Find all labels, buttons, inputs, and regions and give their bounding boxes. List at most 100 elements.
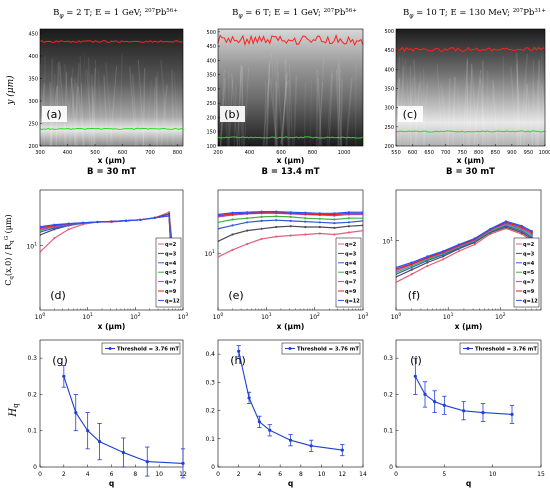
image-texture (86, 69, 93, 147)
image-texture (90, 59, 97, 147)
data-point (426, 255, 429, 258)
image-panel-c: Bφ = 10 T; E = 130 MeV; 207Pb31+ 550 600 65… (384, 8, 550, 177)
data-point (361, 217, 363, 220)
data-point (260, 237, 263, 240)
x-tick-label: 14 (359, 471, 367, 478)
data-point (86, 429, 90, 433)
y-tick-label: 300 (28, 99, 38, 105)
text-part: q (12, 403, 20, 408)
x-tick-label: 10 (489, 471, 497, 478)
image-texture (91, 74, 94, 147)
x-axis-label: x (μm) (277, 156, 305, 165)
y-tick-label: 101 (382, 237, 393, 246)
data-point (510, 412, 514, 416)
panel-letter: (b) (224, 108, 240, 121)
image-texture (489, 84, 494, 147)
image-texture (465, 84, 469, 147)
x-tick-label: 800 (474, 150, 484, 156)
data-point (530, 236, 533, 239)
text-part: Pb (523, 8, 535, 18)
data-point (218, 221, 220, 224)
image-texture (160, 84, 168, 147)
image-texture (436, 63, 444, 147)
panel-letter: (c) (403, 108, 418, 121)
data-point (246, 221, 249, 224)
green-edge-line (39, 127, 184, 131)
x-tick-label: 4 (86, 471, 90, 478)
data-point (246, 229, 249, 232)
text-part: 207 (324, 8, 335, 14)
data-point (247, 396, 251, 400)
letter-box (398, 106, 423, 122)
image-texture (79, 56, 84, 147)
data-point (442, 250, 445, 253)
legend-label: q=3 (345, 251, 357, 257)
x-tick-label: 101 (261, 312, 272, 321)
data-point (288, 438, 293, 442)
legend-label: q=3 (165, 251, 177, 257)
data-point (340, 448, 344, 452)
image-texture (277, 71, 284, 147)
x-tick-label: 10 (155, 471, 163, 478)
panel-frame (217, 28, 364, 147)
text-part: 56+ (166, 8, 178, 14)
image-texture (262, 80, 270, 147)
x-tick-label: 550 (391, 150, 401, 156)
image-texture (280, 81, 288, 147)
x-tick-label: 850 (491, 150, 501, 156)
legend-label: q=9 (345, 289, 357, 295)
image-texture (105, 62, 114, 147)
x-tick-label: 400 (63, 150, 73, 156)
x-tick-label: 12 (338, 471, 346, 478)
data-point (304, 220, 307, 223)
y-tick-label: 200 (384, 144, 394, 150)
data-point (275, 225, 278, 229)
image-texture (326, 70, 333, 147)
legend-label: Threshold = 3.76 mT (475, 347, 537, 353)
data-point (268, 428, 272, 432)
x-tick-label: 700 (441, 150, 451, 156)
image-texture (274, 58, 279, 147)
hurst-panel-i: 0 5 10 15 0 0.1 0.2 0.3 Threshold = 3.76 mT (i) q (383, 339, 545, 488)
text-part: 1 (269, 312, 272, 318)
image-texture (423, 68, 425, 147)
data-point (145, 460, 149, 464)
image-texture (50, 58, 54, 147)
y-tick-label: 450 (384, 48, 394, 54)
y-tick-label: 0.1 (27, 428, 37, 435)
image-texture (315, 70, 319, 147)
text-part: (x,0) / R (4, 243, 13, 276)
image-texture (43, 56, 46, 147)
x-tick-label: 650 (424, 150, 434, 156)
x-tick-label: 1000 (338, 150, 351, 156)
image-texture (337, 68, 342, 147)
image-texture (145, 80, 152, 147)
data-point (530, 234, 533, 237)
image-texture (317, 78, 322, 147)
data-point (81, 221, 85, 224)
data-point (139, 218, 142, 221)
x-tick-label: 400 (245, 150, 255, 156)
y-tick-label: 101 (204, 249, 215, 258)
data-point (361, 211, 363, 214)
data-point (237, 349, 241, 353)
data-point (231, 248, 234, 251)
y-tick-label: 0.1 (205, 436, 215, 443)
data-point (318, 221, 321, 224)
x-tick-label: 103 (358, 312, 369, 321)
data-point (62, 374, 66, 378)
text-part: 2 (138, 312, 141, 318)
letter-box (42, 106, 67, 122)
text-part: 3 (365, 312, 368, 318)
data-point (153, 216, 156, 219)
image-texture (281, 74, 287, 147)
x-tick-label: 100 (35, 312, 46, 321)
y-axis-label: Cq(x,0) / RqG (μm) (4, 214, 15, 285)
data-point (396, 275, 398, 279)
y-tick-label: 300 (384, 106, 394, 112)
data-point (462, 409, 466, 413)
x-axis-label: q (109, 479, 114, 488)
data-point (347, 211, 350, 214)
